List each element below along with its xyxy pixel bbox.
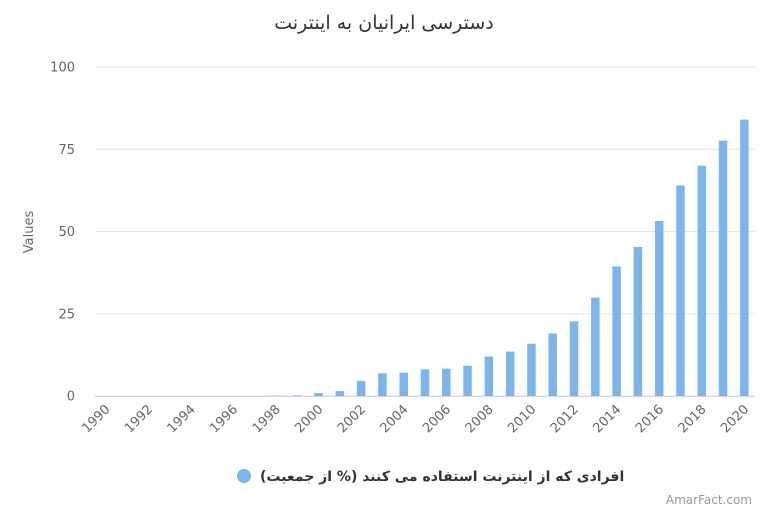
x-tick-label: 2008: [463, 402, 497, 436]
bar[interactable]: [293, 395, 302, 396]
y-tick-label: 50: [58, 225, 75, 240]
x-axis-ticks: 1990 1992 1994 1996 1998 2000 2002 2004 2006 2008…: [79, 402, 752, 436]
legend-marker: [237, 469, 251, 483]
bar[interactable]: [633, 246, 643, 396]
y-axis-ticks: 0 25 50 75 100: [50, 61, 75, 405]
x-tick-label: 2010: [505, 402, 539, 436]
bar[interactable]: [676, 185, 685, 396]
bar[interactable]: [740, 119, 749, 396]
y-axis-label: Values: [22, 211, 37, 254]
bar[interactable]: [548, 333, 557, 396]
x-tick-label: 1996: [207, 402, 241, 436]
bar[interactable]: [484, 356, 494, 396]
x-tick-label: 2016: [633, 402, 667, 436]
bar[interactable]: [527, 343, 536, 396]
bar[interactable]: [399, 372, 408, 396]
bar[interactable]: [612, 266, 621, 396]
x-tick-label: 2004: [378, 402, 412, 436]
bar[interactable]: [654, 220, 664, 396]
x-tick-label: 1990: [79, 402, 113, 436]
chart-title: دسترسی ایرانیان به اینترنت: [274, 12, 494, 34]
x-tick-label: 2002: [335, 402, 369, 436]
credit-link[interactable]: AmarFact.com: [666, 493, 752, 507]
x-tick-label: 1998: [250, 402, 284, 436]
bar[interactable]: [335, 391, 345, 396]
bar[interactable]: [505, 351, 515, 396]
x-tick-label: 2020: [718, 402, 752, 436]
bar[interactable]: [718, 140, 728, 396]
y-tick-label: 25: [58, 307, 75, 322]
bar[interactable]: [356, 380, 366, 396]
legend-label: افرادی که از اینترنت استفاده می کنند (% …: [260, 469, 624, 485]
x-tick-label: 2006: [420, 402, 454, 436]
x-tick-label: 1994: [165, 402, 199, 436]
bar[interactable]: [697, 165, 707, 396]
x-tick-label: 2000: [292, 402, 326, 436]
x-tick-label: 2012: [548, 402, 582, 436]
legend[interactable]: افرادی که از اینترنت استفاده می کنند (% …: [237, 469, 624, 485]
bar[interactable]: [420, 369, 430, 396]
bar[interactable]: [591, 297, 600, 396]
y-tick-label: 75: [58, 143, 75, 158]
x-tick-label: 1992: [122, 402, 156, 436]
bar[interactable]: [569, 321, 579, 396]
x-tick-label: 2014: [590, 402, 624, 436]
bar[interactable]: [314, 393, 323, 396]
bar[interactable]: [463, 365, 472, 396]
bar[interactable]: [378, 373, 387, 396]
bar[interactable]: [442, 368, 451, 396]
y-tick-label: 100: [50, 61, 75, 76]
bars: [271, 119, 749, 396]
y-tick-label: 0: [67, 390, 75, 405]
x-tick-label: 2018: [676, 402, 710, 436]
